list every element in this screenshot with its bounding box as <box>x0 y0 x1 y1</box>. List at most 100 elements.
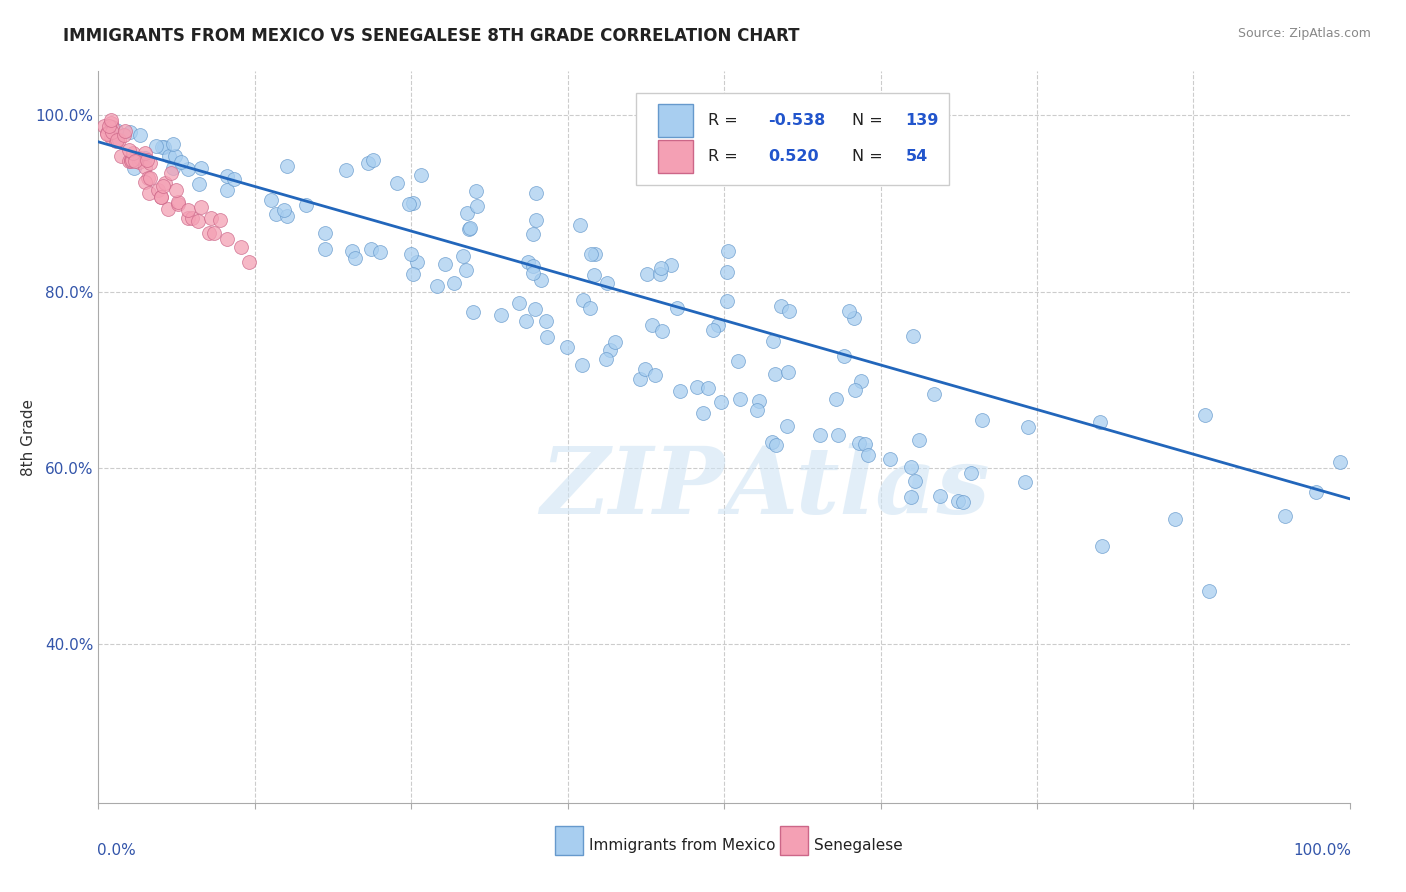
Point <box>198 226 221 240</box>
Point <box>697 381 720 395</box>
Point <box>648 267 671 281</box>
Point <box>825 392 848 407</box>
Point <box>101 125 124 139</box>
Point <box>453 249 475 263</box>
Point <box>1198 583 1220 598</box>
Text: 100.0%: 100.0% <box>1294 843 1351 858</box>
Point <box>1329 455 1351 469</box>
Point <box>128 154 150 169</box>
Point <box>904 474 927 488</box>
Point <box>118 144 141 158</box>
Point <box>229 240 252 254</box>
Point <box>166 183 188 197</box>
Point <box>456 206 478 220</box>
Point <box>582 268 605 282</box>
Point <box>1014 475 1036 490</box>
Point <box>636 267 658 281</box>
Point <box>215 232 238 246</box>
Point <box>121 153 143 168</box>
Text: 54: 54 <box>905 150 928 164</box>
Point <box>122 161 145 175</box>
Point <box>342 244 364 258</box>
Point <box>100 115 122 129</box>
Text: IMMIGRANTS FROM MEXICO VS SENEGALESE 8TH GRADE CORRELATION CHART: IMMIGRANTS FROM MEXICO VS SENEGALESE 8TH… <box>63 27 800 45</box>
Point <box>149 190 172 204</box>
Point <box>524 301 547 316</box>
Point <box>105 132 128 146</box>
Point <box>534 313 557 327</box>
Point <box>156 202 179 217</box>
Point <box>644 368 666 382</box>
Point <box>134 160 156 174</box>
Point <box>167 197 190 211</box>
Point <box>650 260 672 275</box>
Text: -0.538: -0.538 <box>768 113 825 128</box>
Text: 0.520: 0.520 <box>768 150 818 164</box>
Point <box>517 255 540 269</box>
Point <box>748 393 770 408</box>
Point <box>634 361 657 376</box>
Point <box>595 352 617 367</box>
Point <box>363 153 385 168</box>
Point <box>426 279 449 293</box>
Point <box>522 266 544 280</box>
Point <box>190 200 212 214</box>
Point <box>1091 539 1114 553</box>
Point <box>385 176 408 190</box>
Point <box>838 303 860 318</box>
Point <box>122 146 145 161</box>
Point <box>402 267 425 281</box>
Point <box>153 140 176 154</box>
Point <box>170 155 193 169</box>
Point <box>145 139 167 153</box>
Point <box>524 212 547 227</box>
Point <box>433 257 456 271</box>
Point <box>908 434 931 448</box>
Point <box>138 186 160 200</box>
Text: R =: R = <box>707 113 738 128</box>
Point <box>761 435 783 450</box>
Point <box>458 221 481 235</box>
Point <box>104 132 127 146</box>
Point <box>1305 484 1327 499</box>
Point <box>1194 408 1216 422</box>
Point <box>409 168 432 182</box>
Point <box>508 296 530 310</box>
Point <box>762 334 785 348</box>
Point <box>669 384 692 399</box>
Text: 139: 139 <box>905 113 939 128</box>
Point <box>294 198 316 212</box>
Text: 0.0%: 0.0% <box>97 843 136 858</box>
Point <box>572 293 595 308</box>
Point <box>583 247 606 261</box>
Point <box>443 277 465 291</box>
Point <box>100 112 122 127</box>
Point <box>536 329 558 343</box>
Text: Immigrants from Mexico: Immigrants from Mexico <box>589 838 776 853</box>
FancyBboxPatch shape <box>637 94 949 185</box>
Point <box>134 145 156 160</box>
Point <box>96 126 118 140</box>
Point <box>465 185 488 199</box>
Point <box>454 263 477 277</box>
Point <box>686 379 709 393</box>
Point <box>778 304 800 318</box>
Point <box>177 211 200 225</box>
Point <box>596 276 619 290</box>
Text: R =: R = <box>707 150 738 164</box>
Point <box>900 491 922 505</box>
Point <box>260 193 283 207</box>
Point <box>515 314 537 328</box>
Point <box>146 184 169 198</box>
Point <box>900 459 922 474</box>
Point <box>120 153 142 168</box>
Point <box>118 153 141 168</box>
Point <box>177 161 200 176</box>
Point <box>524 186 547 201</box>
Point <box>110 149 132 163</box>
Point <box>368 244 391 259</box>
Point <box>745 403 768 417</box>
Point <box>108 133 131 147</box>
Point <box>157 149 180 163</box>
Y-axis label: 8th Grade: 8th Grade <box>21 399 37 475</box>
